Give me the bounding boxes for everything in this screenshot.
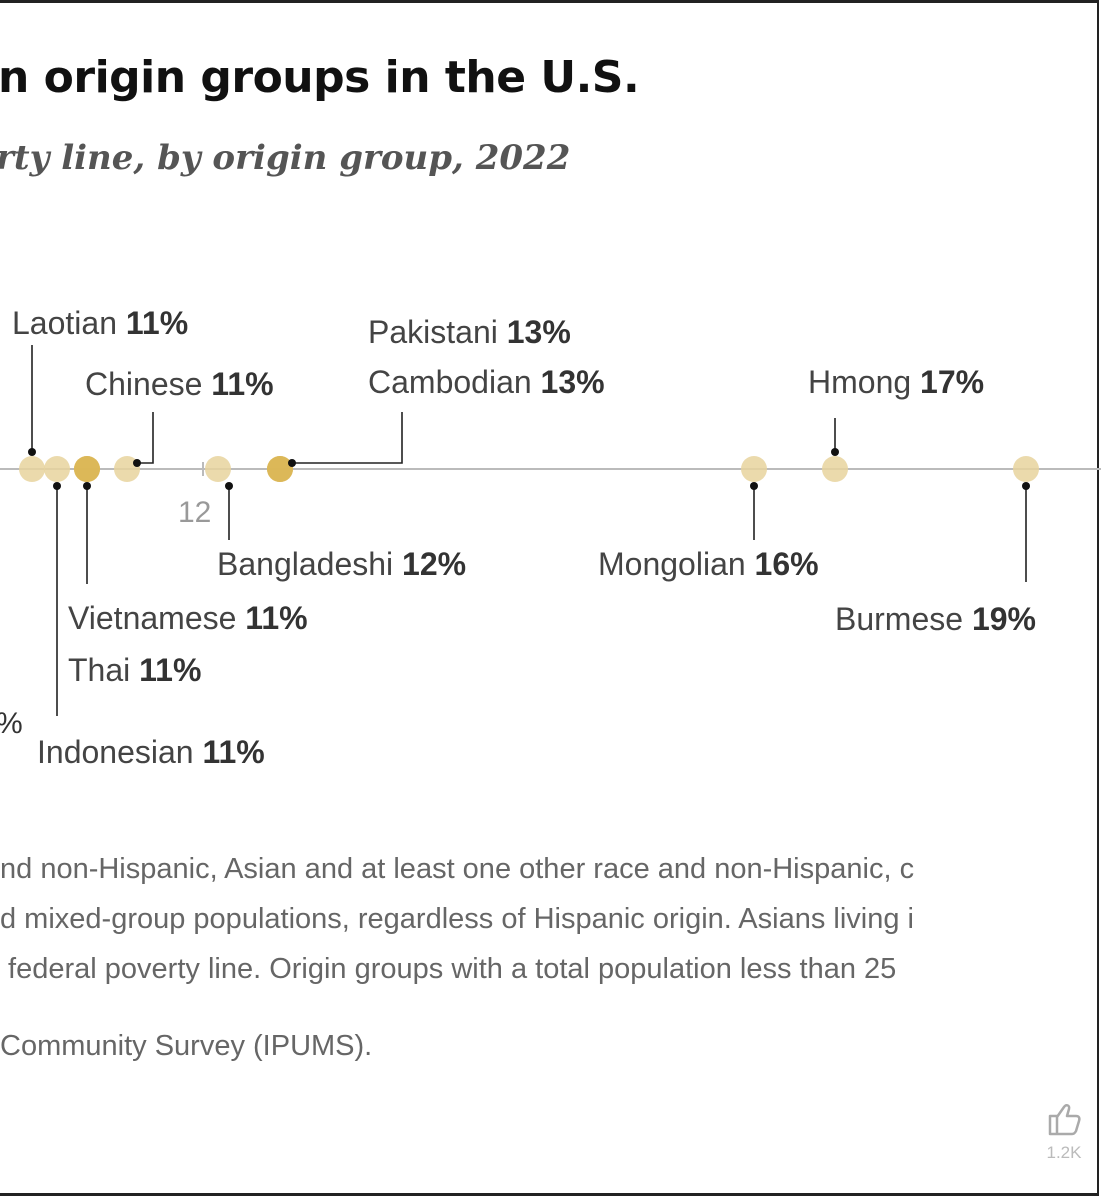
axis-tick-label-12: 12 bbox=[178, 496, 211, 529]
label-value-laotian: 11% bbox=[126, 305, 188, 341]
label-vietnamese: Vietnamese 11% bbox=[68, 600, 308, 636]
labels-layer: Laotian 11%Indonesian 11%Vietnamese 11%T… bbox=[12, 305, 1036, 770]
dot-burmese bbox=[1013, 456, 1039, 482]
chart-source: Community Survey (IPUMS). bbox=[0, 1030, 373, 1062]
label-name-thai: Thai bbox=[68, 652, 139, 688]
chart-subtitle: rty line, by origin group, 2022 bbox=[0, 138, 571, 178]
thumbs-up-icon bbox=[1048, 1104, 1081, 1136]
chart-note: nd non-Hispanic, Asian and at least one … bbox=[0, 844, 914, 994]
label-name-hmong: Hmong bbox=[808, 364, 920, 400]
dot-indonesian bbox=[44, 456, 70, 482]
label-value-mongolian: 16% bbox=[755, 546, 819, 582]
dot-cambodian bbox=[267, 456, 293, 482]
label-value-burmese: 19% bbox=[972, 601, 1036, 637]
label-value-pakistani: 13% bbox=[507, 314, 571, 350]
label-value-thai: 11% bbox=[139, 652, 201, 688]
label-value-chinese: 11% bbox=[211, 366, 273, 402]
leader-dot-vietnamese bbox=[83, 482, 91, 490]
leader-chinese bbox=[137, 412, 154, 464]
label-name-laotian: Laotian bbox=[12, 305, 126, 341]
label-name-burmese: Burmese bbox=[835, 601, 972, 637]
dot-bangladeshi bbox=[205, 456, 231, 482]
dot-thai bbox=[74, 456, 100, 482]
label-name-bangladeshi: Bangladeshi bbox=[217, 546, 402, 582]
label-value-bangladeshi: 12% bbox=[402, 546, 466, 582]
label-value-cambodian: 13% bbox=[541, 364, 605, 400]
label-name-cambodian: Cambodian bbox=[368, 364, 541, 400]
label-thai: Thai 11% bbox=[68, 652, 201, 688]
like-button[interactable]: 1.2K bbox=[1034, 1098, 1094, 1163]
leader-pakistani bbox=[292, 412, 403, 464]
label-mongolian: Mongolian 16% bbox=[598, 546, 819, 582]
label-cambodian: Cambodian 13% bbox=[368, 364, 605, 400]
dot-laotian bbox=[19, 456, 45, 482]
dot-plot: 12 % Laotian 11%Indonesian 11%Vietnamese… bbox=[0, 305, 1101, 770]
leader-dot-burmese bbox=[1022, 482, 1030, 490]
label-pakistani: Pakistani 13% bbox=[368, 314, 571, 350]
leader-dot-bangladeshi bbox=[225, 482, 233, 490]
label-name-mongolian: Mongolian bbox=[598, 546, 755, 582]
label-name-indonesian: Indonesian bbox=[37, 734, 202, 770]
label-value-hmong: 17% bbox=[920, 364, 984, 400]
leader-dot-indonesian bbox=[53, 482, 61, 490]
leader-dot-chinese bbox=[133, 459, 141, 467]
label-indonesian: Indonesian 11% bbox=[37, 734, 265, 770]
label-chinese: Chinese 11% bbox=[85, 366, 274, 402]
label-value-indonesian: 11% bbox=[202, 734, 264, 770]
dot-mongolian bbox=[741, 456, 767, 482]
label-hmong: Hmong 17% bbox=[808, 364, 984, 400]
label-name-chinese: Chinese bbox=[85, 366, 211, 402]
note-line-2: d mixed-group populations, regardless of… bbox=[0, 903, 914, 935]
leaders-layer bbox=[28, 345, 1030, 716]
note-line-1: nd non-Hispanic, Asian and at least one … bbox=[0, 853, 915, 885]
label-burmese: Burmese 19% bbox=[835, 601, 1036, 637]
label-laotian: Laotian 11% bbox=[12, 305, 188, 341]
label-name-vietnamese: Vietnamese bbox=[68, 600, 245, 636]
leader-dot-laotian bbox=[28, 448, 36, 456]
like-count: 1.2K bbox=[1046, 1143, 1082, 1162]
dot-hmong bbox=[822, 456, 848, 482]
edge-percent-label: % bbox=[0, 707, 23, 740]
label-bangladeshi: Bangladeshi 12% bbox=[217, 546, 466, 582]
leader-dot-mongolian bbox=[750, 482, 758, 490]
note-line-3: federal poverty line. Origin groups with… bbox=[0, 953, 897, 985]
leader-dot-hmong bbox=[831, 448, 839, 456]
chart-title: n origin groups in the U.S. bbox=[0, 52, 640, 103]
label-name-pakistani: Pakistani bbox=[368, 314, 507, 350]
leader-dot-pakistani bbox=[288, 459, 296, 467]
dots-layer bbox=[19, 456, 1039, 482]
label-value-vietnamese: 11% bbox=[245, 600, 307, 636]
